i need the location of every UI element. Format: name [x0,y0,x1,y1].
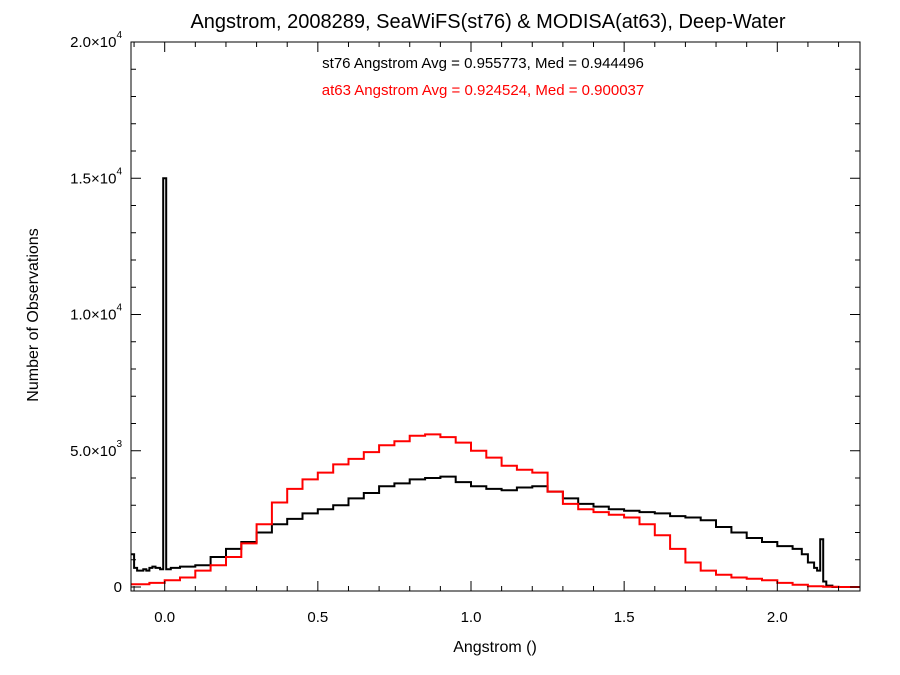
x-axis-label: Angstrom () [453,639,537,656]
y-tick-exponent: 4 [116,30,122,41]
y-tick-label: 2.0×104 [70,30,122,51]
x-tick-label: 2.0 [767,609,788,626]
y-tick-label: 1.5×104 [70,166,122,187]
x-tick-label: 0.0 [154,609,175,626]
y-tick-exponent: 4 [116,303,122,314]
y-tick-exponent: 4 [116,166,122,177]
y-tick-exponent: 3 [116,439,122,450]
plot-frame [130,41,861,592]
tick-layer: 0.0 0.5 1.0 1.5 2.0 0 5.0×103 1.0×104 1.5×104 2.0… [70,30,860,626]
chart-title: Angstrom, 2008289, SeaWiFS(st76) & MODIS… [190,11,785,33]
x-tick-label: 1.0 [461,609,482,626]
series-line-0 [131,177,860,588]
y-tick-label: 5.0×103 [70,439,122,460]
annotation-st76: st76 Angstrom Avg = 0.955773, Med = 0.94… [322,55,644,72]
y-tick-label: 0 [114,579,122,596]
x-tick-label: 1.5 [614,609,635,626]
y-axis-label: Number of Observations [25,228,42,401]
x-tick-label: 0.5 [307,609,328,626]
series-line-1 [131,433,860,588]
annotation-at63: at63 Angstrom Avg = 0.924524, Med = 0.90… [322,82,644,99]
y-tick-label: 1.0×104 [70,303,122,324]
series-layer [131,177,860,588]
